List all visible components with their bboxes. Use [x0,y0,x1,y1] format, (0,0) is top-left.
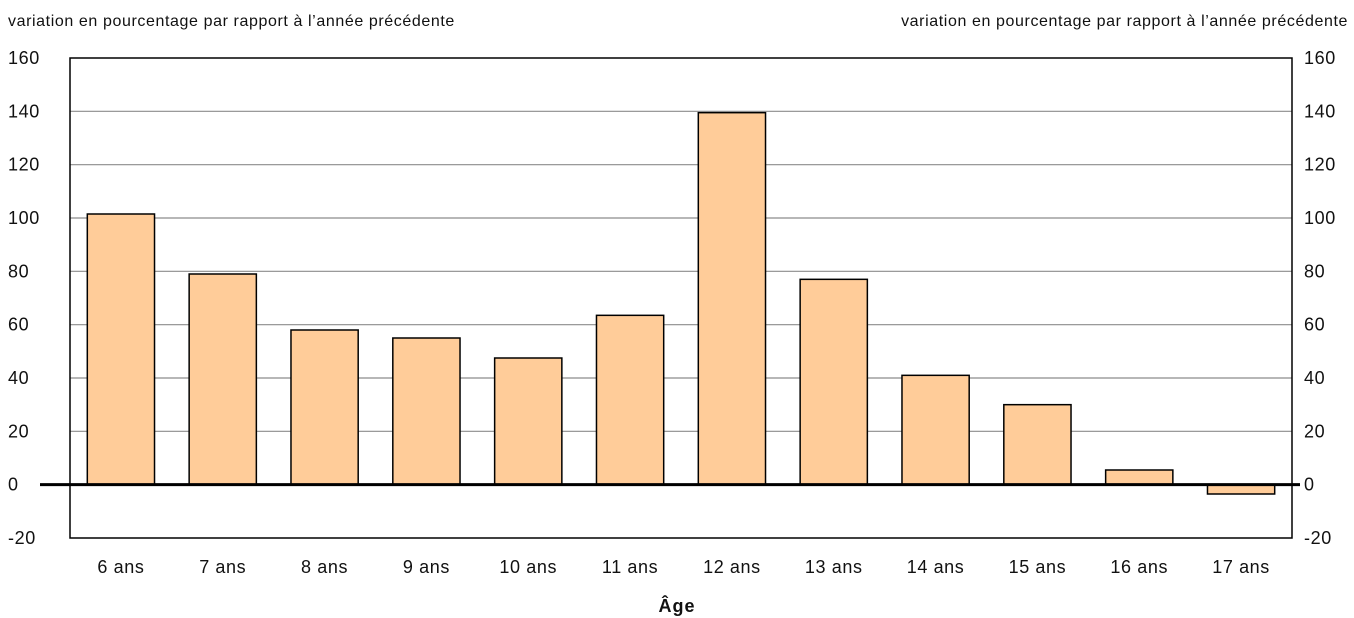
right-y-axis-ticks: -20 0 20 40 60 80 100 120 140 160 [1304,48,1336,548]
left-y-tick-label: 100 [8,208,40,228]
left-y-tick-label: 140 [8,101,40,121]
bar [493,357,563,486]
bar [595,314,665,486]
bar [799,278,869,486]
x-tick-label: 15 ans [1009,557,1067,577]
bar [392,337,461,486]
bars [86,111,1276,495]
left-y-tick-label: 40 [8,368,29,388]
plot-frame [40,57,1300,539]
bar [1003,403,1072,486]
left-y-tick-label: 120 [8,155,40,175]
left-y-tick-label: -20 [8,528,36,548]
left-y-tick-label: 20 [8,421,29,441]
right-y-tick-label: 120 [1304,155,1336,175]
x-tick-label: 17 ans [1212,557,1270,577]
right-y-tick-label: 0 [1304,475,1315,495]
bar [86,213,156,486]
x-tick-label: 12 ans [703,557,761,577]
x-tick-label: 6 ans [97,557,144,577]
x-tick-label: 10 ans [499,557,557,577]
right-axis-unit-label: variation en pourcentage par rapport à l… [901,13,1348,30]
bar [290,329,359,486]
bar [1104,469,1174,486]
right-y-tick-label: 40 [1304,368,1325,388]
right-y-tick-label: -20 [1304,528,1332,548]
x-axis-title: Âge [658,595,695,616]
plot-border [69,57,1293,539]
left-y-tick-label: 80 [8,261,29,281]
left-y-tick-label: 0 [8,475,19,495]
right-y-tick-label: 80 [1304,261,1325,281]
gridlines [70,110,1292,432]
right-y-tick-label: 20 [1304,421,1325,441]
x-tick-label: 7 ans [199,557,246,577]
right-y-tick-label: 100 [1304,208,1336,228]
x-axis-ticks: 6 ans 7 ans 8 ans 9 ans 10 ans 11 ans 12 ans 13… [97,557,1270,577]
right-y-tick-label: 160 [1304,48,1336,68]
x-tick-label: 16 ans [1110,557,1168,577]
x-tick-label: 11 ans [602,557,658,577]
right-y-tick-label: 140 [1304,101,1336,121]
bar [901,374,970,486]
x-tick-label: 8 ans [301,557,348,577]
x-tick-label: 9 ans [403,557,450,577]
left-y-tick-label: 160 [8,48,40,68]
left-y-axis-ticks: -20 0 20 40 60 80 100 120 140 160 [8,48,40,548]
left-y-tick-label: 60 [8,315,29,335]
x-tick-label: 13 ans [805,557,863,577]
right-y-tick-label: 60 [1304,315,1325,335]
left-axis-unit-label: variation en pourcentage par rapport à l… [8,13,455,30]
bar [697,111,767,486]
x-tick-label: 14 ans [907,557,965,577]
bar [188,273,258,486]
